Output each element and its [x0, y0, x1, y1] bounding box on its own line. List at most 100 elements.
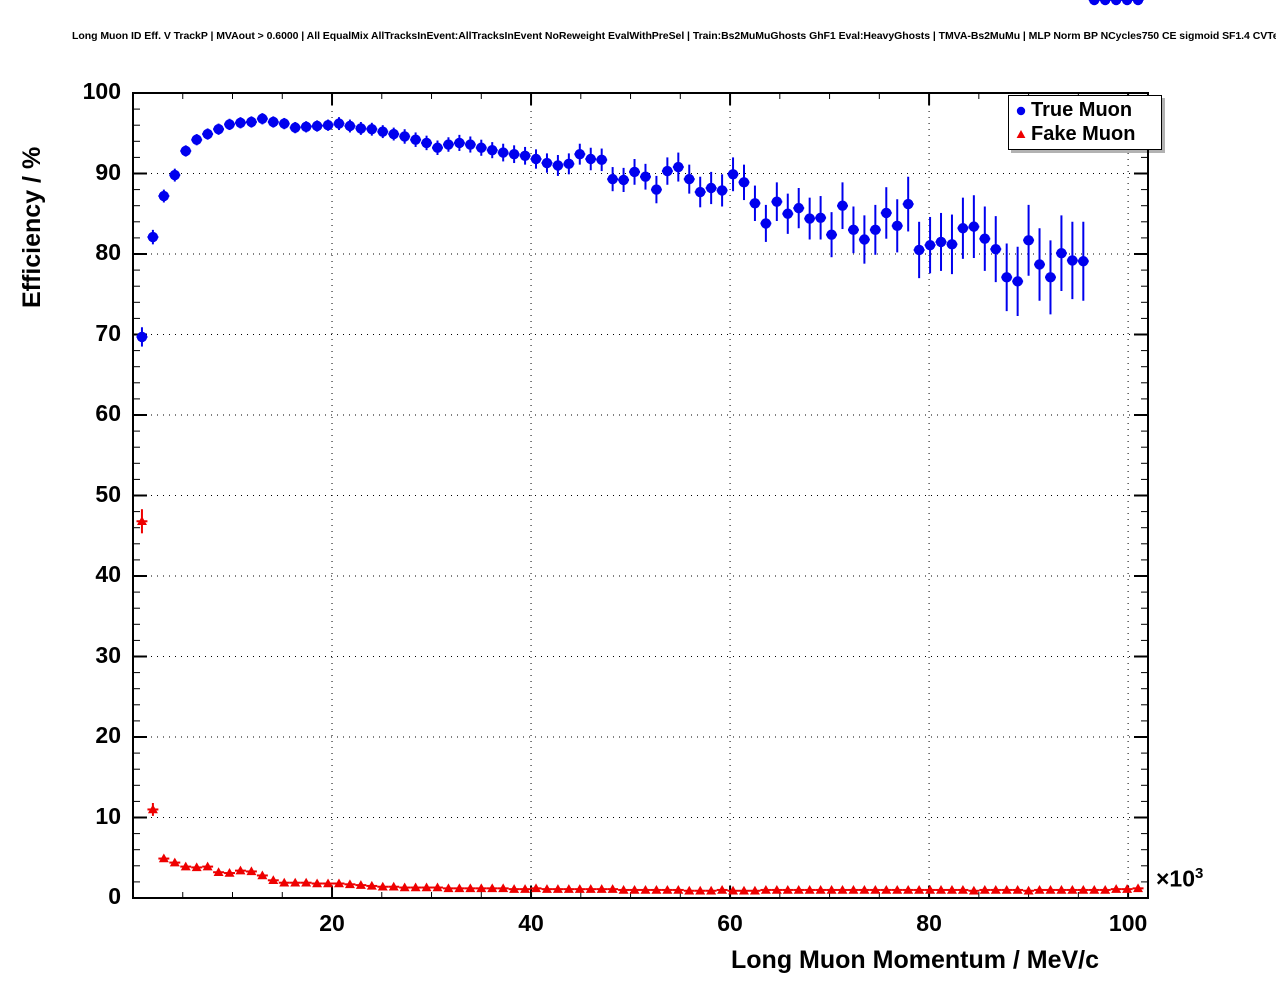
plot-title: Long Muon ID Eff. V TrackP | MVAout > 0.… [72, 30, 1276, 42]
data-point-marker [881, 884, 892, 894]
y-axis-tick-label: 70 [95, 319, 121, 346]
data-point-marker [1111, 884, 1122, 893]
data-point-marker [870, 884, 881, 894]
data-point-marker [355, 123, 367, 134]
data-point-marker [377, 881, 388, 891]
data-point-marker [705, 182, 717, 194]
data-point-marker [695, 885, 706, 895]
data-point-marker [279, 877, 290, 887]
data-point-marker [837, 884, 848, 894]
data-point-marker [257, 870, 268, 880]
y-axis-tick-label: 60 [95, 400, 121, 426]
data-point-marker [169, 857, 180, 867]
data-point-marker [191, 862, 202, 872]
data-point-marker [487, 883, 498, 893]
data-point-marker [749, 885, 760, 895]
data-point-marker [771, 196, 783, 207]
data-point-marker [881, 207, 892, 219]
data-point-marker [826, 884, 837, 894]
data-point-marker [924, 239, 936, 251]
data-point-marker [859, 234, 870, 245]
data-point-marker [957, 223, 969, 234]
data-point-marker [651, 184, 662, 195]
data-series-fake-muon [136, 509, 1144, 895]
data-point-marker [1100, 884, 1111, 894]
y-axis-tick-label: 20 [95, 722, 121, 748]
data-point-marker [1110, 0, 1122, 6]
data-point-marker [322, 120, 334, 131]
x-axis-tick-label: 80 [916, 910, 942, 936]
data-point-marker [1067, 884, 1078, 894]
data-point-marker [1034, 259, 1045, 270]
data-point-marker [1012, 884, 1023, 894]
data-point-marker [596, 154, 607, 166]
data-point-marker [760, 218, 772, 229]
data-point-marker [618, 884, 629, 894]
data-point-marker [268, 875, 279, 885]
data-point-marker [279, 118, 290, 129]
data-point-marker [443, 139, 454, 150]
y-axis-tick-label: 100 [82, 78, 121, 104]
data-point-marker [826, 229, 837, 240]
data-point-marker [454, 883, 465, 893]
data-point-marker [946, 239, 958, 250]
data-point-marker [476, 883, 487, 893]
legend-entry-true-muon[interactable]: True Muon [1013, 98, 1153, 122]
data-point-marker [366, 880, 377, 890]
data-point-marker [1121, 0, 1133, 6]
data-point-marker [377, 126, 388, 137]
data-point-marker [585, 884, 596, 893]
data-point-marker [913, 244, 925, 256]
data-point-marker [673, 884, 684, 894]
data-point-marker [301, 877, 312, 887]
data-point-marker [1078, 884, 1089, 894]
y-axis-tick-label: 0 [108, 883, 121, 909]
axis-ticks [132, 92, 1148, 899]
x-axis-tick-label: 100 [1108, 910, 1148, 936]
data-point-marker [213, 124, 224, 135]
data-point-marker [892, 220, 903, 232]
data-point-marker [706, 885, 717, 895]
data-point-marker [224, 119, 235, 130]
data-point-marker [1133, 883, 1144, 893]
data-point-marker [902, 198, 914, 210]
x-axis-title: Long Muon Momentum / MeV/c [731, 946, 1100, 974]
data-point-marker [290, 877, 301, 887]
data-point-marker [1001, 884, 1012, 894]
data-point-marker [596, 884, 607, 893]
data-point-marker [421, 882, 432, 892]
data-point-marker [465, 139, 476, 150]
x-axis-tick-label: 20 [319, 910, 345, 936]
data-point-marker [563, 158, 575, 170]
data-point-marker [968, 885, 979, 895]
legend-label: Fake Muon [1031, 122, 1136, 145]
data-point-marker [716, 185, 728, 196]
data-point-marker [925, 884, 936, 894]
data-point-marker [509, 884, 520, 893]
x-axis-tick-label: 60 [717, 910, 743, 936]
data-point-marker [662, 165, 673, 177]
data-point-marker [333, 878, 344, 888]
data-point-marker [990, 243, 1001, 255]
data-point-marker [497, 147, 509, 158]
data-point-marker [541, 157, 553, 169]
data-point-marker [629, 166, 640, 178]
data-point-marker [235, 865, 246, 875]
legend-entry-fake-muon[interactable]: Fake Muon [1013, 122, 1153, 146]
data-point-marker [333, 118, 345, 129]
data-point-marker [629, 884, 640, 894]
data-point-marker [191, 134, 202, 145]
data-point-marker [717, 884, 728, 894]
data-point-marker [673, 161, 684, 173]
data-point-marker [432, 142, 443, 153]
exponent-base: ×10 [1156, 865, 1196, 892]
grid-lines [133, 93, 1148, 898]
data-point-marker [585, 153, 596, 165]
plot-legend: True Muon Fake Muon [1008, 95, 1162, 150]
legend-circle-marker-icon [1013, 102, 1031, 118]
data-point-marker [1056, 247, 1067, 259]
data-point-marker [432, 882, 443, 892]
data-point-marker [804, 213, 815, 224]
data-point-marker [837, 200, 848, 211]
